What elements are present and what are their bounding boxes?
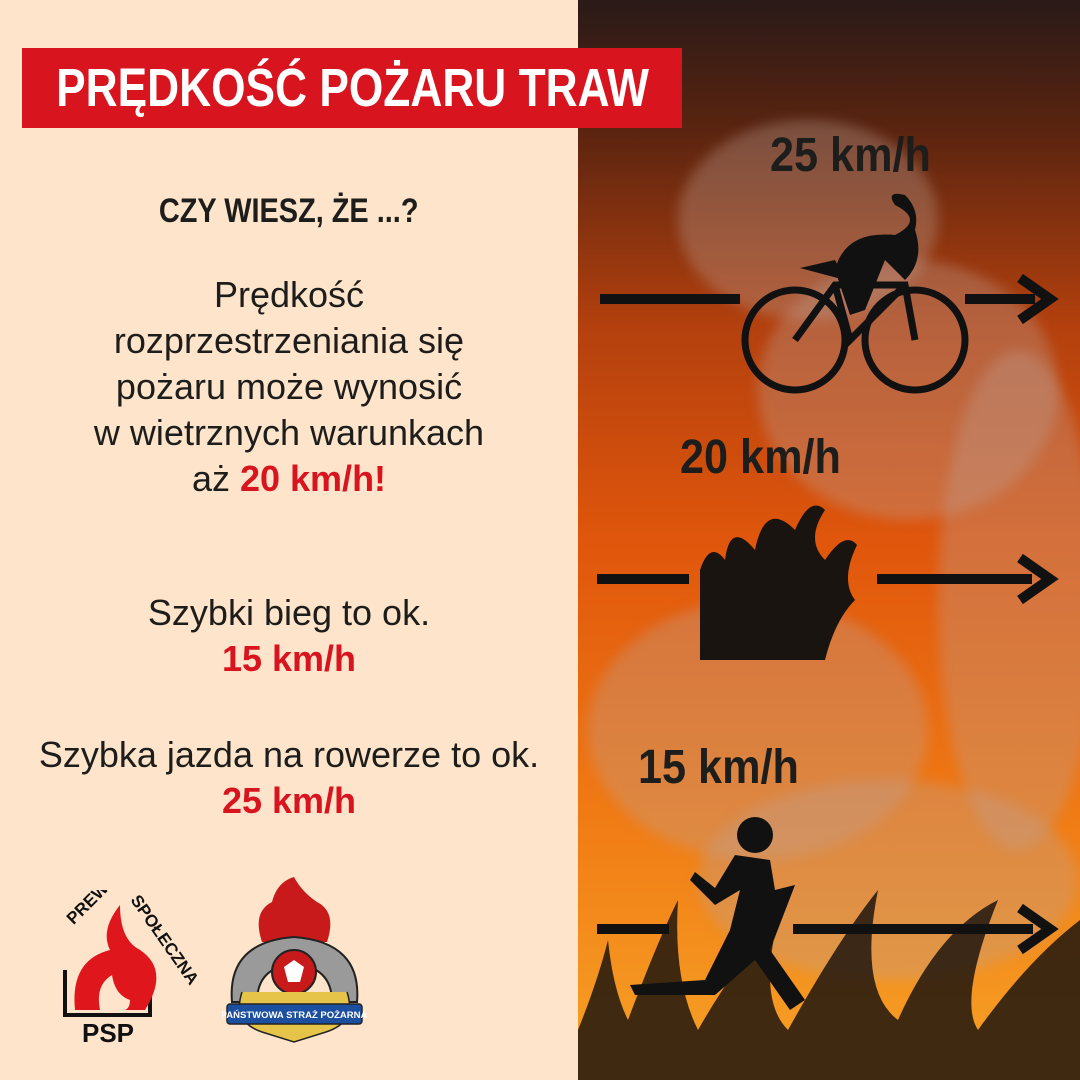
psp-ribbon-text: PAŃSTWOWA STRAŻ POŻARNA	[222, 1010, 367, 1021]
speed-label-fire: 20 km/h	[680, 431, 841, 484]
cyclist-row	[600, 193, 1059, 394]
text-line: Szybki bieg to ok.	[147, 592, 431, 633]
text-line: rozprzestrzeniania się	[113, 320, 465, 361]
question-heading: CZY WIESZ, ŻE ...?	[159, 192, 419, 230]
paragraph-fire-speed: Prędkość rozprzestrzeniania się pożaru m…	[0, 272, 578, 502]
fire-row	[597, 505, 1059, 660]
arrow-right-icon	[1017, 903, 1059, 955]
text-line: Prędkość	[213, 274, 365, 315]
speed-label-cycling: 25 km/h	[770, 129, 931, 182]
text-prefix: aż	[191, 458, 240, 499]
running-speed-highlight: 15 km/h	[221, 638, 357, 679]
runner-icon	[630, 817, 805, 1010]
text-line: Szybka jazda na rowerze to ok.	[38, 734, 540, 775]
psp-emblem-logo: PAŃSTWOWA STRAŻ POŻARNA	[222, 877, 367, 1043]
arrow-right-icon	[1017, 553, 1059, 605]
arrow-right-icon	[1017, 273, 1059, 325]
cycling-speed-highlight: 25 km/h	[221, 780, 357, 821]
paragraph-cycling: Szybka jazda na rowerze to ok. 25 km/h	[0, 732, 578, 824]
fire-icon	[700, 505, 857, 660]
fire-speed-highlight: 20 km/h!	[239, 458, 387, 499]
page-title: PRĘDKOŚĆ POŻARU TRAW	[55, 58, 649, 118]
runner-row	[597, 817, 1059, 1010]
paragraph-running: Szybki bieg to ok. 15 km/h	[0, 590, 578, 682]
svg-text:PSP: PSP	[82, 1018, 134, 1048]
text-line: w wietrznych warunkach	[93, 412, 485, 453]
speed-label-running: 15 km/h	[638, 741, 799, 794]
prewencja-spoleczna-logo: PREWENCJA SPOŁECZNA PSP	[63, 890, 202, 1048]
text-line: pożaru może wynosić	[115, 366, 463, 407]
title-banner: PRĘDKOŚĆ POŻARU TRAW	[22, 48, 682, 128]
grass-silhouette	[578, 890, 1080, 1080]
